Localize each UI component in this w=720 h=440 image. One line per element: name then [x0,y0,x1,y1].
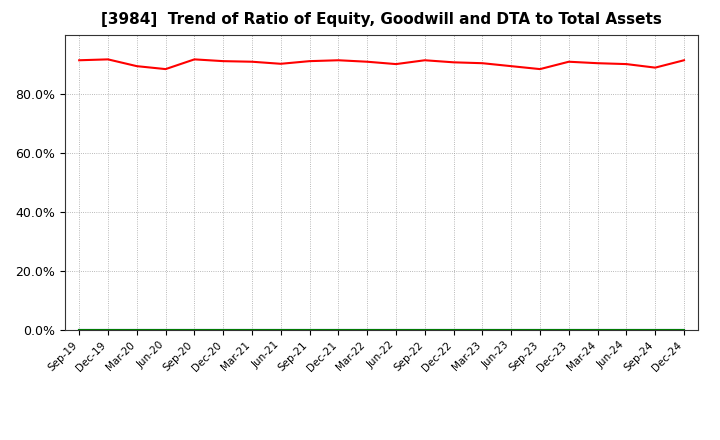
Deferred Tax Assets [219,327,228,333]
Goodwill [276,327,285,333]
Deferred Tax Assets [593,327,602,333]
Goodwill [219,327,228,333]
Deferred Tax Assets [449,327,458,333]
Deferred Tax Assets [363,327,372,333]
Equity [507,63,516,69]
Equity [564,59,573,64]
Deferred Tax Assets [190,327,199,333]
Goodwill [449,327,458,333]
Goodwill [104,327,112,333]
Goodwill [507,327,516,333]
Equity [536,66,544,72]
Equity [305,59,314,64]
Equity [363,59,372,64]
Goodwill [190,327,199,333]
Goodwill [622,327,631,333]
Deferred Tax Assets [680,327,688,333]
Goodwill [132,327,141,333]
Equity [190,57,199,62]
Goodwill [305,327,314,333]
Deferred Tax Assets [132,327,141,333]
Equity [161,66,170,72]
Deferred Tax Assets [248,327,256,333]
Equity [478,61,487,66]
Equity [651,65,660,70]
Deferred Tax Assets [564,327,573,333]
Equity [75,58,84,63]
Goodwill [536,327,544,333]
Title: [3984]  Trend of Ratio of Equity, Goodwill and DTA to Total Assets: [3984] Trend of Ratio of Equity, Goodwil… [102,12,662,27]
Deferred Tax Assets [392,327,400,333]
Goodwill [593,327,602,333]
Goodwill [248,327,256,333]
Equity [449,60,458,65]
Goodwill [564,327,573,333]
Goodwill [363,327,372,333]
Deferred Tax Assets [651,327,660,333]
Equity [132,63,141,69]
Deferred Tax Assets [420,327,429,333]
Equity [593,61,602,66]
Goodwill [75,327,84,333]
Equity [392,62,400,67]
Equity [104,57,112,62]
Goodwill [161,327,170,333]
Equity [680,58,688,63]
Deferred Tax Assets [75,327,84,333]
Goodwill [651,327,660,333]
Goodwill [680,327,688,333]
Deferred Tax Assets [478,327,487,333]
Deferred Tax Assets [536,327,544,333]
Deferred Tax Assets [334,327,343,333]
Deferred Tax Assets [104,327,112,333]
Deferred Tax Assets [276,327,285,333]
Equity [248,59,256,64]
Equity [219,59,228,64]
Deferred Tax Assets [507,327,516,333]
Goodwill [392,327,400,333]
Equity [622,62,631,67]
Goodwill [420,327,429,333]
Equity [334,58,343,63]
Line: Equity: Equity [79,59,684,69]
Goodwill [334,327,343,333]
Equity [276,61,285,66]
Deferred Tax Assets [161,327,170,333]
Equity [420,58,429,63]
Deferred Tax Assets [622,327,631,333]
Goodwill [478,327,487,333]
Deferred Tax Assets [305,327,314,333]
